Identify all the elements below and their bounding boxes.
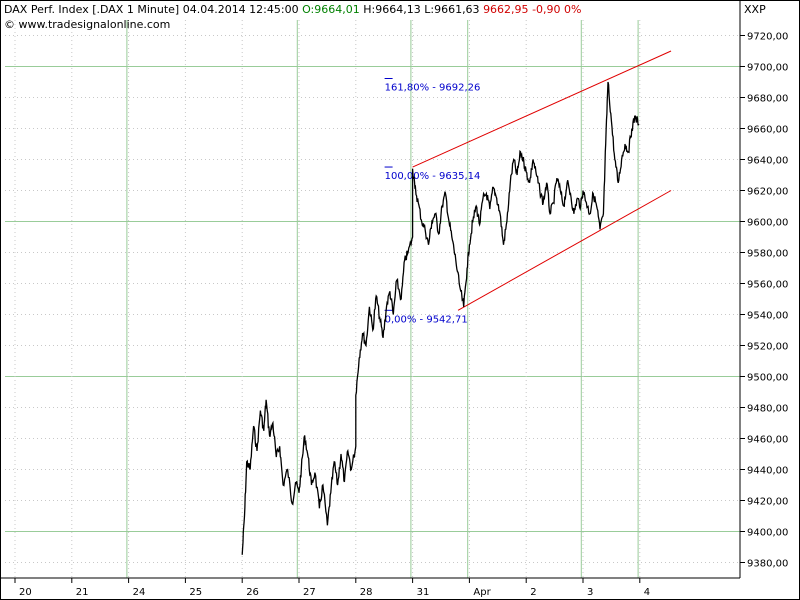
price-layer bbox=[241, 81, 640, 555]
low-value: L:9661,63 bbox=[424, 3, 480, 16]
x-tick-label: 2 bbox=[530, 587, 536, 598]
bar-datetime: 04.04.2014 12:45:00 bbox=[182, 3, 299, 16]
y-tick-label: 9480,00 bbox=[747, 404, 788, 415]
channel-line bbox=[412, 50, 672, 168]
grid-layer bbox=[5, 20, 740, 578]
x-tick-label: 3 bbox=[587, 587, 593, 598]
x-tick-label: 31 bbox=[417, 587, 430, 598]
x-tick-label: 26 bbox=[246, 587, 259, 598]
y-tick-label: 9600,00 bbox=[747, 218, 788, 229]
y-tick-label: 9640,00 bbox=[747, 156, 788, 167]
y-tick-label: 9460,00 bbox=[747, 435, 788, 446]
chart-header: DAX Perf. Index [.DAX 1 Minute] 04.04.20… bbox=[4, 3, 581, 16]
y-tick-label: 9680,00 bbox=[747, 94, 788, 105]
y-tick-label: 9400,00 bbox=[747, 528, 788, 539]
x-tick-label: 28 bbox=[360, 587, 373, 598]
change-value: -0,90 bbox=[532, 3, 561, 16]
symbol-code: XXP bbox=[744, 3, 766, 16]
x-tick-label: 4 bbox=[644, 587, 650, 598]
x-tick-label: 20 bbox=[19, 587, 32, 598]
y-tick-label: 9720,00 bbox=[747, 32, 788, 43]
y-tick-label: 9540,00 bbox=[747, 311, 788, 322]
x-tick-label: Apr bbox=[473, 587, 491, 598]
open-value: O:9664,01 bbox=[302, 3, 360, 16]
close-value: 9662,95 bbox=[483, 3, 529, 16]
y-tick-label: 9440,00 bbox=[747, 466, 788, 477]
y-tick-label: 9660,00 bbox=[747, 125, 788, 136]
watermark: © www.tradesignalonline.com bbox=[4, 18, 171, 31]
y-tick-label: 9580,00 bbox=[747, 249, 788, 260]
fib-level-label: 161,80% - 9692,26 bbox=[385, 82, 481, 93]
y-tick-label: 9380,00 bbox=[747, 559, 788, 570]
x-tick-label: 24 bbox=[133, 587, 146, 598]
y-tick-label: 9520,00 bbox=[747, 342, 788, 353]
x-tick-label: 21 bbox=[76, 587, 89, 598]
y-tick-label: 9500,00 bbox=[747, 373, 788, 384]
fib-level-label: 0,00% - 9542,71 bbox=[385, 314, 468, 325]
fib-level-label: 100,00% - 9635,14 bbox=[385, 171, 481, 182]
high-value: H:9664,13 bbox=[363, 3, 421, 16]
y-tick-label: 9700,00 bbox=[747, 63, 788, 74]
x-tick-label: 25 bbox=[189, 587, 202, 598]
y-tick-label: 9420,00 bbox=[747, 497, 788, 508]
instrument-name: DAX Perf. Index [.DAX 1 Minute] bbox=[4, 3, 180, 16]
channel-line bbox=[457, 190, 672, 311]
y-tick-label: 9620,00 bbox=[747, 187, 788, 198]
change-percent: 0% bbox=[564, 3, 582, 16]
x-tick-label: 27 bbox=[303, 587, 316, 598]
channel-layer bbox=[412, 50, 672, 311]
y-tick-label: 9560,00 bbox=[747, 280, 788, 291]
price-line bbox=[241, 81, 640, 555]
